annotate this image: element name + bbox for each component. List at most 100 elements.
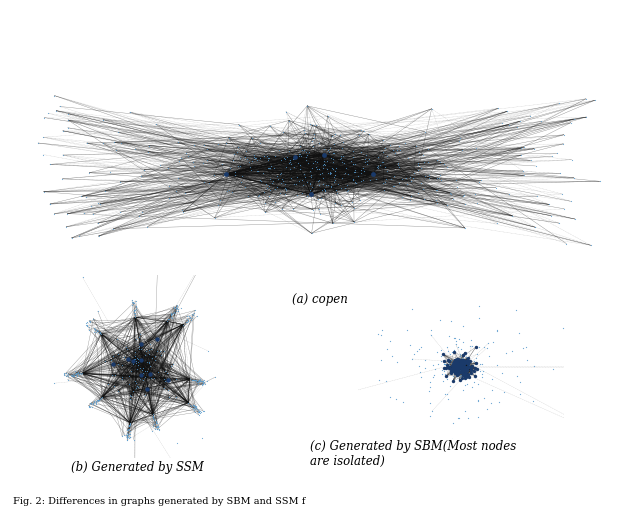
Point [424,378,435,386]
Point [448,365,458,374]
Point [446,367,456,375]
Point [147,354,157,362]
Point [195,376,205,384]
Point [465,357,475,365]
Point [314,176,324,184]
Point [265,122,275,130]
Point [337,157,347,165]
Point [103,379,113,387]
Point [193,377,204,385]
Point [348,440,358,448]
Point [297,176,307,184]
Point [457,362,467,371]
Point [74,370,84,378]
Point [453,365,463,374]
Point [452,364,462,373]
Point [460,357,470,365]
Point [225,164,236,172]
Point [76,370,86,378]
Point [253,192,263,200]
Point [250,154,260,162]
Point [122,433,132,441]
Point [139,165,149,174]
Point [173,175,184,183]
Point [452,362,463,371]
Point [190,408,200,416]
Point [314,164,324,173]
Point [547,365,557,373]
Point [531,223,541,232]
Point [401,174,412,182]
Point [70,369,81,377]
Point [597,431,607,439]
Point [296,152,306,160]
Point [90,325,100,333]
Point [253,166,263,175]
Point [461,371,472,379]
Point [474,343,484,351]
Point [454,356,465,364]
Point [449,358,460,366]
Point [188,376,198,384]
Point [309,130,319,138]
Point [128,299,138,307]
Point [202,156,212,164]
Point [458,371,468,379]
Point [390,149,400,157]
Point [307,183,317,191]
Point [189,142,200,150]
Point [451,358,461,366]
Point [331,186,341,194]
Point [176,154,186,162]
Point [314,139,324,148]
Point [429,371,439,379]
Point [466,365,476,374]
Point [68,370,79,378]
Point [328,155,338,163]
Point [470,364,480,372]
Point [136,372,146,380]
Point [138,369,148,377]
Point [190,405,200,413]
Point [84,400,95,408]
Point [235,154,245,162]
Point [449,367,459,376]
Point [74,370,84,378]
Point [438,360,449,369]
Point [301,192,312,201]
Point [565,197,575,205]
Point [255,138,265,147]
Point [449,363,459,372]
Point [204,245,214,253]
Point [460,364,470,372]
Point [131,305,141,313]
Point [127,298,138,306]
Point [95,328,105,336]
Point [449,367,459,375]
Point [69,372,79,380]
Point [442,389,452,398]
Point [230,171,241,179]
Point [359,127,369,135]
Point [456,362,466,371]
Point [93,329,104,337]
Point [467,370,477,378]
Point [326,183,336,191]
Point [196,377,206,385]
Point [472,350,482,358]
Point [193,380,203,388]
Point [515,390,525,398]
Point [499,387,509,395]
Point [308,142,318,150]
Point [422,145,433,153]
Point [469,366,479,375]
Point [315,169,325,178]
Point [134,333,145,341]
Point [265,163,275,172]
Point [129,355,140,363]
Point [317,186,327,194]
Point [417,151,428,159]
Point [195,375,205,383]
Point [412,347,422,355]
Point [447,372,458,380]
